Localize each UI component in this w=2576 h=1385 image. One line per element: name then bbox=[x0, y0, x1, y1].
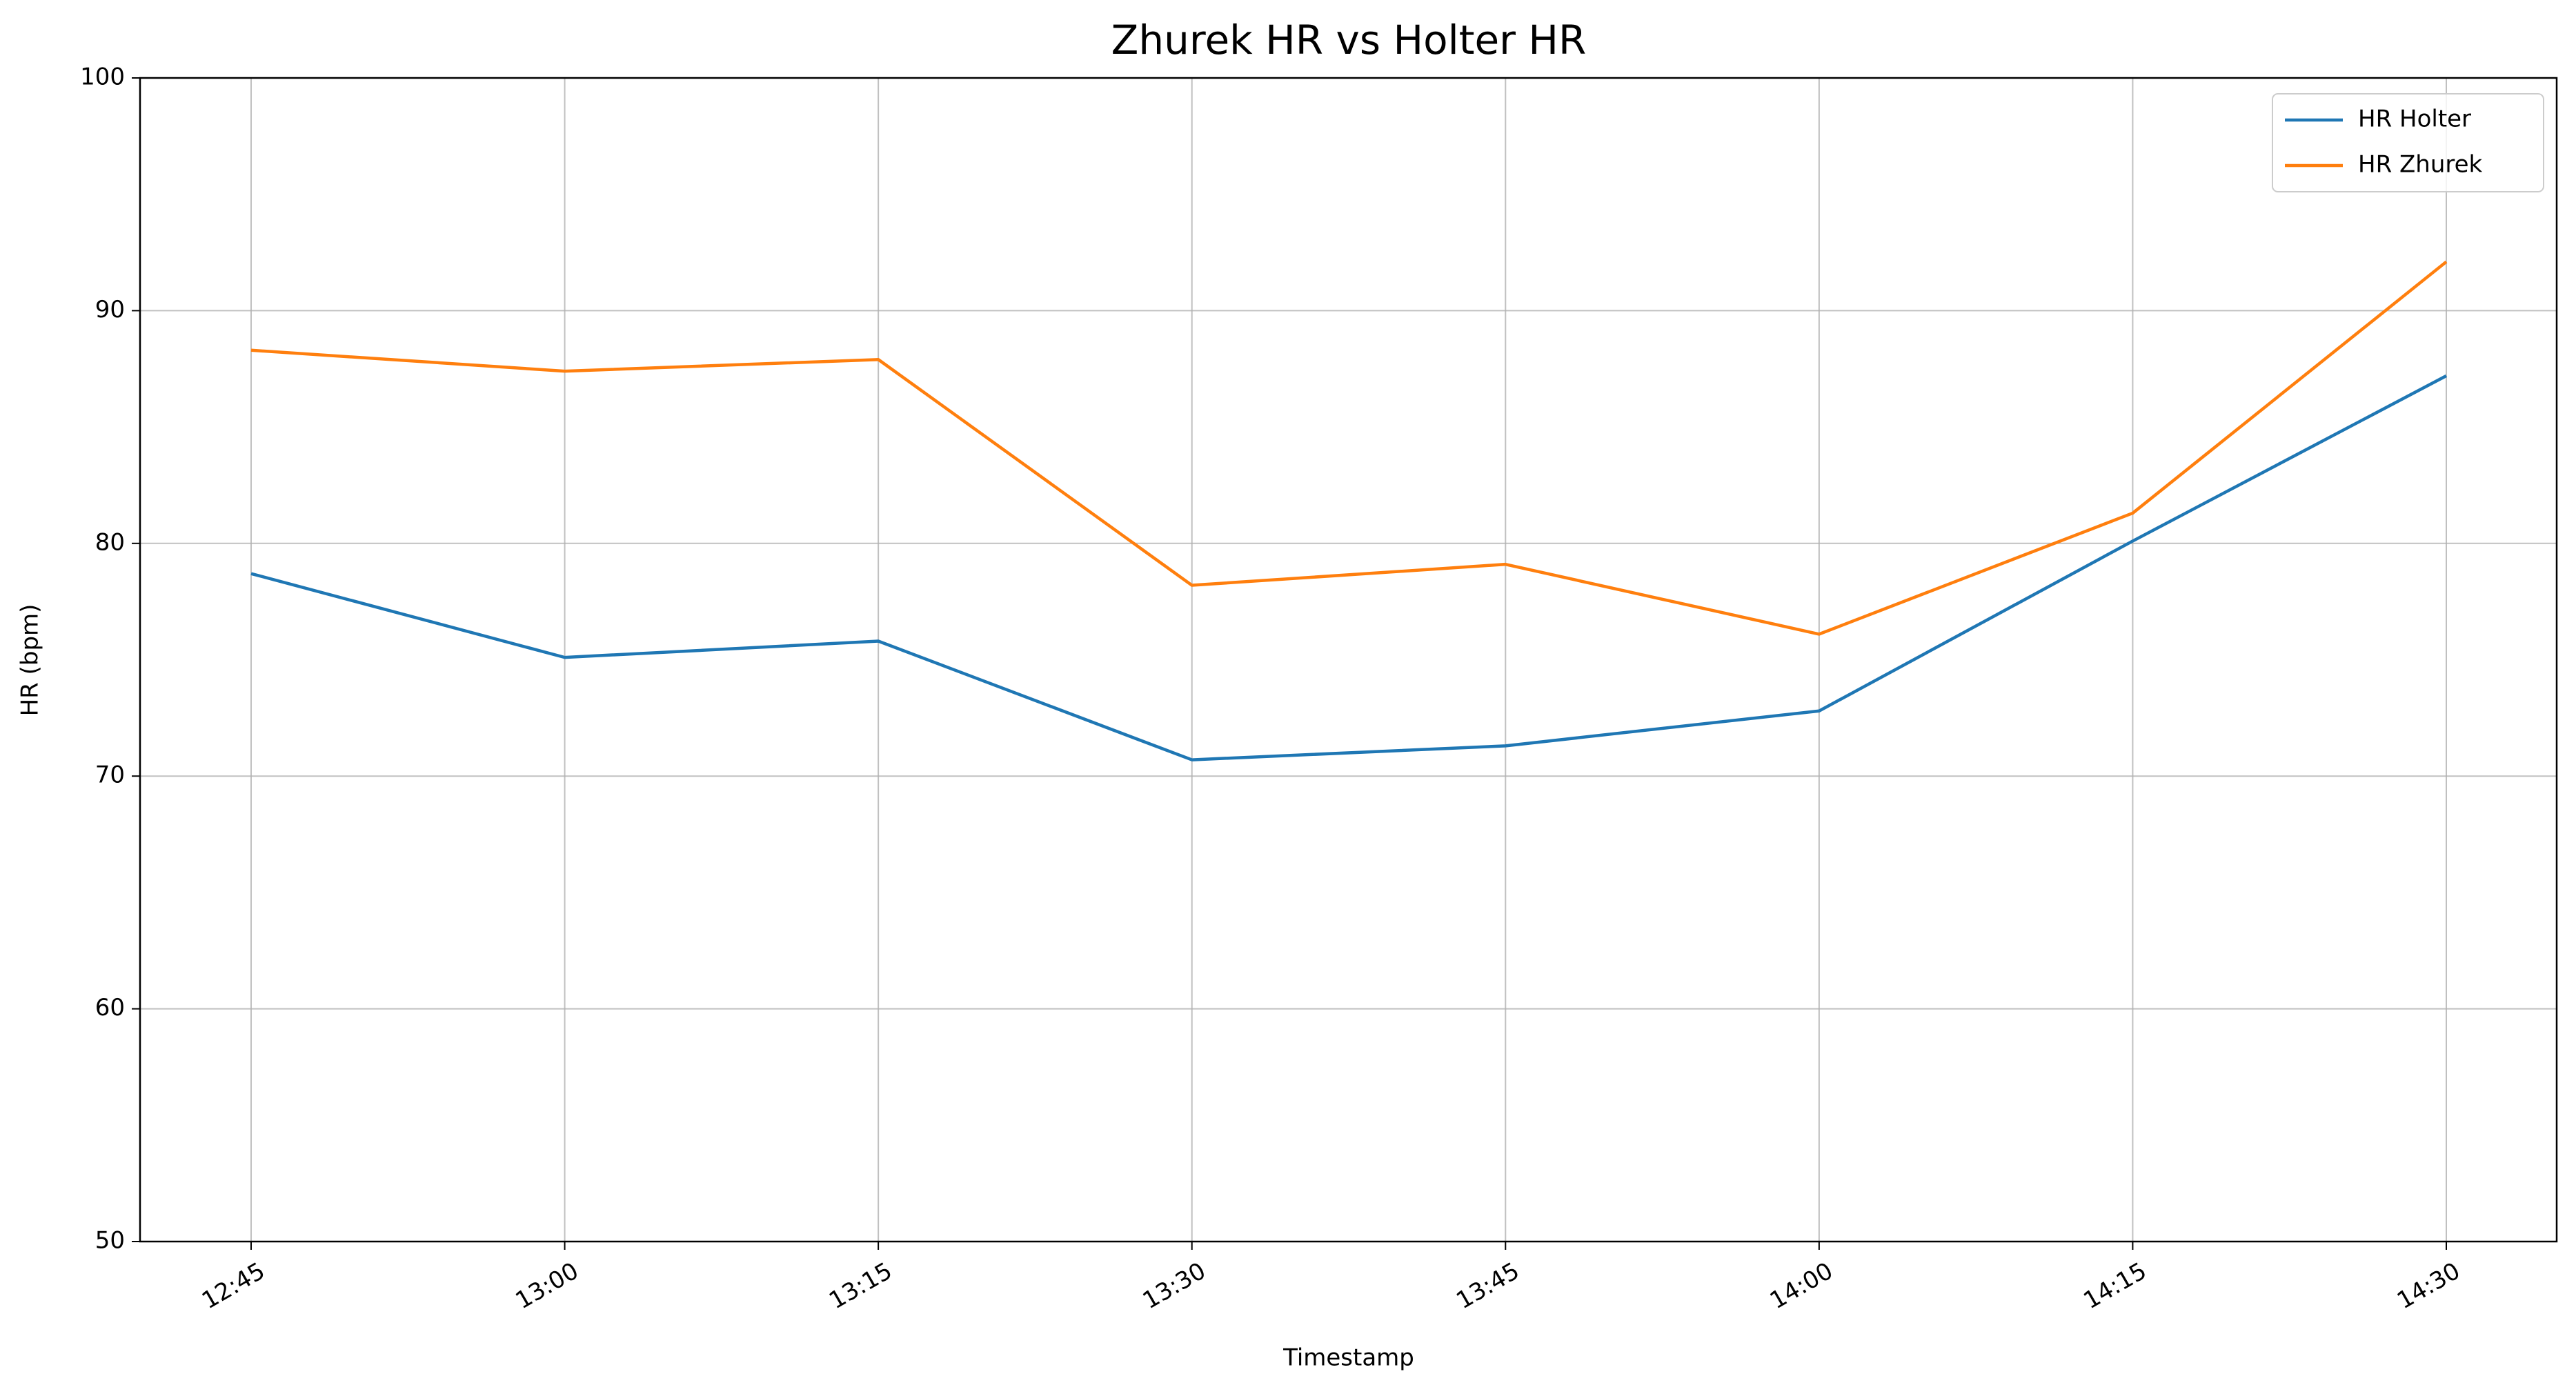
x-tick-label: 14:00 bbox=[1765, 1257, 1838, 1315]
y-tick-label: 60 bbox=[95, 994, 125, 1022]
legend-label: HR Holter bbox=[2358, 106, 2471, 133]
line-series bbox=[250, 374, 2448, 761]
y-tick-label: 70 bbox=[95, 761, 125, 789]
x-tick-label: 13:00 bbox=[511, 1257, 584, 1315]
x-tick-label: 13:15 bbox=[824, 1257, 897, 1315]
x-tick-label: 14:30 bbox=[2392, 1257, 2465, 1315]
x-tick-label: 14:15 bbox=[2079, 1257, 2151, 1315]
legend-box bbox=[2272, 93, 2544, 192]
y-tick-label: 50 bbox=[95, 1227, 125, 1255]
y-tick-label: 80 bbox=[95, 528, 125, 556]
x-axis-label: Timestamp bbox=[1282, 1344, 1414, 1372]
x-tick-label: 12:45 bbox=[197, 1257, 270, 1315]
plot-frame bbox=[139, 77, 2558, 1243]
chart-title: Zhurek HR vs Holter HR bbox=[1111, 17, 1587, 63]
legend-label: HR Zhurek bbox=[2358, 151, 2483, 179]
legend: HR Holter HR Zhurek bbox=[2272, 93, 2544, 192]
y-tick-label: 90 bbox=[95, 296, 125, 323]
y-axis-label: HR (bpm) bbox=[17, 604, 44, 717]
y-tick-label: 100 bbox=[80, 63, 125, 91]
line-series bbox=[250, 260, 2448, 636]
x-tick-label: 13:30 bbox=[1138, 1257, 1211, 1315]
x-tick-label: 13:45 bbox=[1452, 1257, 1524, 1315]
